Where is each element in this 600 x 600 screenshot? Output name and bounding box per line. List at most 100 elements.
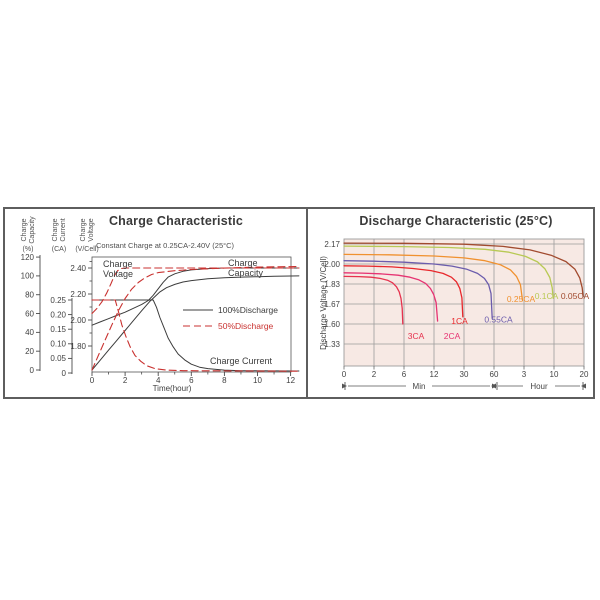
svg-text:Charge: Charge <box>80 218 87 241</box>
svg-text:Charge: Charge <box>103 259 133 269</box>
svg-text:2.17: 2.17 <box>324 240 340 249</box>
curve-label-0.05CA: 0.05CA <box>561 291 590 301</box>
svg-text:(V/Cell): (V/Cell) <box>75 246 98 253</box>
discharge-chart-title: Discharge Characteristic (25°C) <box>359 214 553 228</box>
svg-text:30: 30 <box>460 370 469 379</box>
curve-charge-current-100 <box>91 299 300 372</box>
capacity-axis: 120 100 80 60 40 20 0 <box>21 253 41 375</box>
svg-text:Capacity: Capacity <box>228 268 264 278</box>
svg-text:Hour: Hour <box>530 382 548 391</box>
curve-label-2CA: 2CA <box>444 331 461 341</box>
svg-text:12: 12 <box>286 376 295 385</box>
svg-text:60: 60 <box>490 370 499 379</box>
svg-text:40: 40 <box>25 328 34 337</box>
curve-label-1CA: 1CA <box>451 316 468 326</box>
charge-chart: Charge Capacity(%)Charge Current(CA)Charge… <box>21 216 300 393</box>
curve-charge-capacity-100 <box>91 275 300 371</box>
curve-charge-capacity-50 <box>91 265 300 371</box>
svg-text:50%Discharge: 50%Discharge <box>218 321 274 331</box>
svg-text:Charge Current: Charge Current <box>210 356 273 366</box>
curve-label-0.25CA: 0.25CA <box>507 294 536 304</box>
curve-label-0.55CA: 0.55CA <box>484 315 513 325</box>
svg-text:(CA): (CA) <box>52 246 66 253</box>
svg-text:2.40: 2.40 <box>70 264 86 273</box>
discharge-curve-2CA <box>343 272 439 322</box>
curve-label-3CA: 3CA <box>408 331 425 341</box>
svg-text:Charge: Charge <box>52 218 59 241</box>
discharge-curve-0.05CA <box>343 242 584 298</box>
discharge-y-ticks: 2.17 2.00 1.83 1.67 1.60 1.33 <box>324 240 340 349</box>
svg-text:100%Discharge: 100%Discharge <box>218 305 278 315</box>
curve-charge-voltage-50 <box>91 267 300 315</box>
svg-text:2.00: 2.00 <box>324 260 340 269</box>
svg-text:60: 60 <box>25 309 34 318</box>
svg-text:4: 4 <box>156 376 161 385</box>
svg-text:Charge: Charge <box>21 218 28 241</box>
curve-label-0.1CA: 0.1CA <box>535 291 559 301</box>
svg-text:Charge: Charge <box>228 258 258 268</box>
svg-text:0: 0 <box>62 369 67 378</box>
svg-text:10: 10 <box>253 376 262 385</box>
svg-text:6: 6 <box>402 370 407 379</box>
svg-text:2: 2 <box>123 376 128 385</box>
svg-text:1.60: 1.60 <box>324 320 340 329</box>
svg-text:1.33: 1.33 <box>324 340 340 349</box>
svg-text:0.20: 0.20 <box>50 310 66 319</box>
charge-legend: 100%Discharge 50%Discharge <box>183 305 278 331</box>
svg-text:0: 0 <box>30 366 35 375</box>
time-unit-spans: Min Hour <box>342 382 586 391</box>
svg-text:2: 2 <box>372 370 377 379</box>
svg-text:3: 3 <box>522 370 527 379</box>
svg-text:10: 10 <box>550 370 559 379</box>
svg-text:8: 8 <box>222 376 227 385</box>
panel-divider <box>306 209 308 397</box>
charge-plot-area: 2.40 2.20 2.00 1.80 0 2 4 6 8 10 12 Time(hour) <box>70 256 300 393</box>
svg-text:0.15: 0.15 <box>50 325 66 334</box>
svg-text:0.25: 0.25 <box>50 296 66 305</box>
charge-chart-title: Charge Characteristic <box>108 214 244 228</box>
svg-text:20: 20 <box>25 347 34 356</box>
svg-text:0: 0 <box>342 370 347 379</box>
svg-text:1.80: 1.80 <box>70 342 86 351</box>
svg-text:12: 12 <box>430 370 439 379</box>
discharge-curve-0.1CA <box>343 245 554 299</box>
svg-text:0.10: 0.10 <box>50 340 66 349</box>
svg-text:Current: Current <box>60 218 67 241</box>
discharge-plot-area <box>343 238 585 367</box>
curve-charge-current-50 <box>91 299 300 372</box>
svg-text:80: 80 <box>25 291 34 300</box>
svg-text:0.05: 0.05 <box>50 354 66 363</box>
x-axis-title: Time(hour) <box>153 384 192 393</box>
svg-text:Capacity: Capacity <box>29 216 36 244</box>
svg-text:(%): (%) <box>23 246 34 253</box>
svg-text:20: 20 <box>580 370 589 379</box>
svg-text:0: 0 <box>90 376 95 385</box>
discharge-curve-0.55CA <box>343 260 493 319</box>
discharge-curve-1CA <box>343 265 464 318</box>
charge-chart-subtitle: Constant Charge at 0.25CA-2.40V (25°C) <box>95 241 235 250</box>
charge-annotation-2: Charge Current <box>210 356 273 366</box>
svg-text:100: 100 <box>21 272 35 281</box>
axis-caption-capacity: Charge Capacity (%) <box>21 216 36 253</box>
svg-text:6: 6 <box>189 376 194 385</box>
discharge-curve-3CA <box>343 275 404 325</box>
discharge-x-ticks: 0 2 6 12 30 60 3 10 20 <box>342 366 589 379</box>
svg-text:Voltage: Voltage <box>88 218 95 241</box>
svg-text:1.83: 1.83 <box>324 280 340 289</box>
svg-text:2.00: 2.00 <box>70 316 86 325</box>
current-axis: 0.25 0.20 0.15 0.10 0.05 0 <box>50 296 73 378</box>
svg-text:1.67: 1.67 <box>324 300 340 309</box>
discharge-y-axis-title: Discharge Voltage (V/Cell) <box>319 256 328 350</box>
axis-caption-current: Charge Current (CA) <box>52 218 67 253</box>
svg-text:2.20: 2.20 <box>70 290 86 299</box>
svg-text:Voltage: Voltage <box>103 269 133 279</box>
svg-text:120: 120 <box>21 253 35 262</box>
svg-text:Min: Min <box>413 382 426 391</box>
axis-caption-voltage: Charge Voltage (V/Cell) <box>75 218 98 253</box>
discharge-curve-0.25CA <box>343 253 524 301</box>
